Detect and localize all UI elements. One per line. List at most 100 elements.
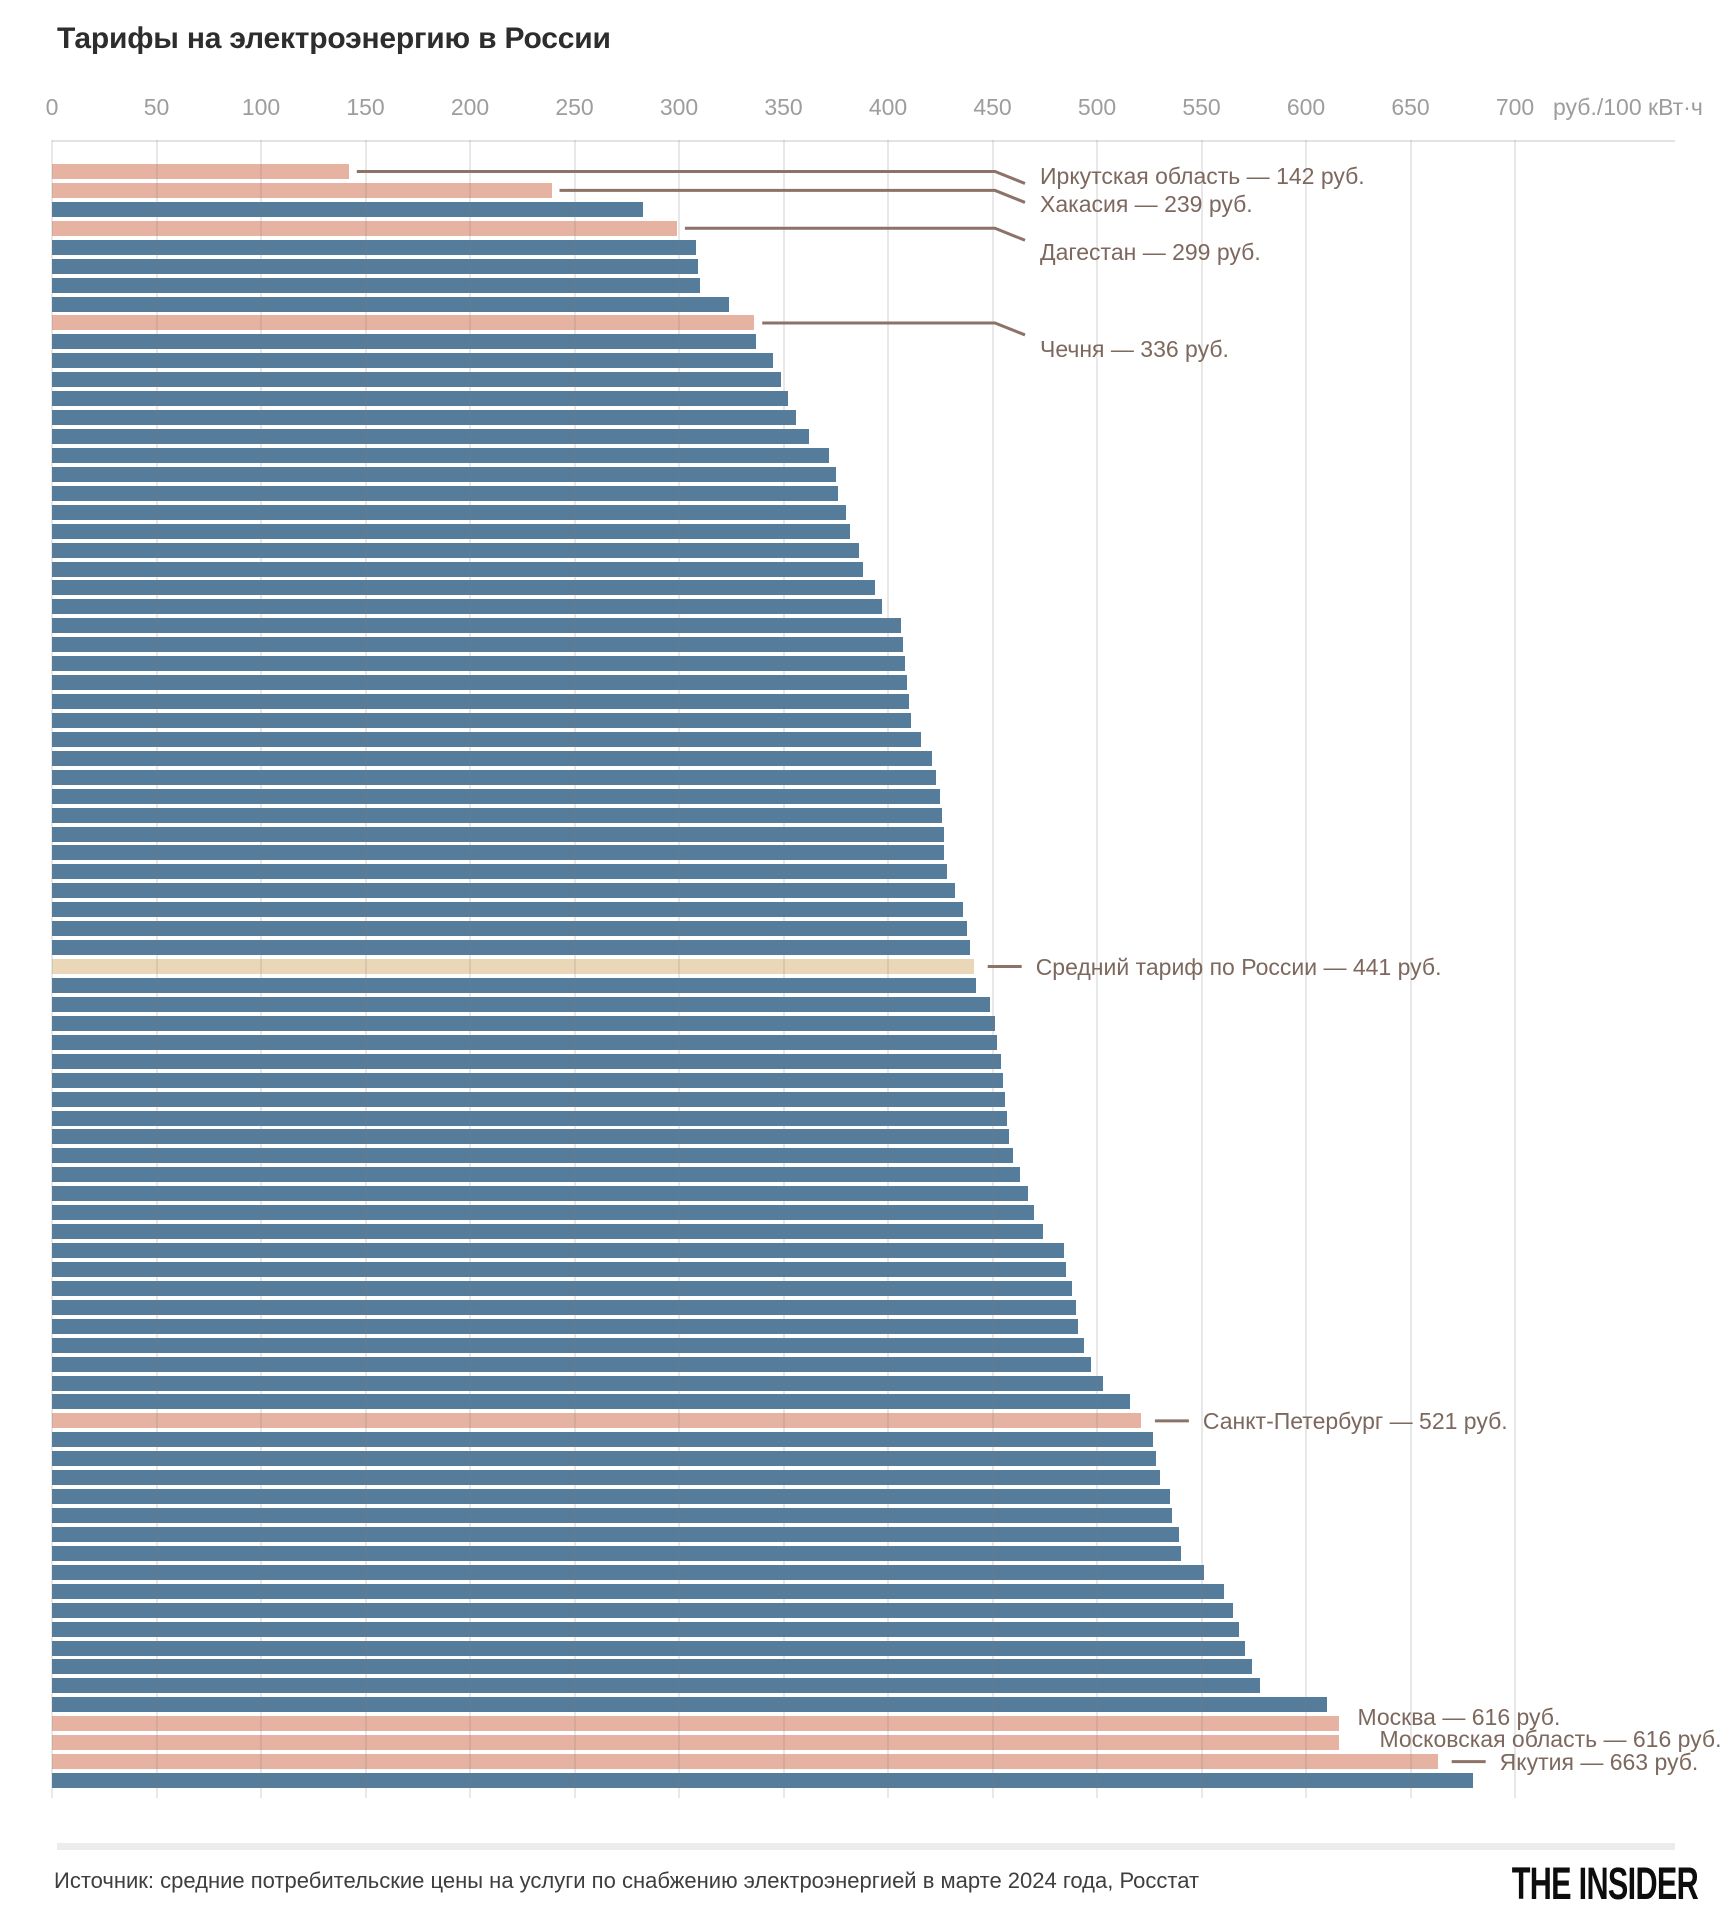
x-axis-tick-0: 0 (45, 94, 59, 120)
bar-region (52, 1564, 1204, 1580)
x-axis-tick-350: 350 (764, 94, 803, 120)
bar-region (52, 542, 859, 558)
bar-region (52, 599, 882, 615)
bar-region (52, 580, 876, 596)
gridline-200 (469, 140, 471, 1798)
x-axis-tick-150: 150 (346, 94, 385, 120)
leader-line-0 (356, 170, 1026, 185)
x-axis-tick-300: 300 (659, 94, 699, 120)
bar-region (52, 883, 955, 899)
bar-region (52, 1432, 1154, 1448)
bar-region (52, 1015, 995, 1031)
bar-region (52, 712, 911, 728)
bar-дагестан (52, 220, 677, 236)
bar-region (52, 731, 922, 747)
bar-region (52, 996, 991, 1012)
bar-region (52, 1640, 1246, 1656)
bar-region (52, 845, 945, 861)
x-axis-tick-50: 50 (143, 94, 170, 120)
bar-region (52, 561, 863, 577)
bar-region (52, 1470, 1160, 1486)
annotation-хакасия: Хакасия — 239 руб. (1040, 191, 1253, 218)
bar-region (52, 769, 937, 785)
annotation-средний-тариф-по-россии: Средний тариф по России — 441 руб. (1035, 953, 1442, 980)
page-title: Тарифы на электроэнергию в России (57, 22, 611, 55)
gridline-250 (573, 140, 576, 1798)
bar-region (52, 447, 830, 463)
bar-region (52, 353, 774, 369)
annotation-якутия: Якутия — 663 руб. (1499, 1748, 1699, 1775)
gridline-300 (678, 140, 680, 1798)
footer-divider (57, 1843, 1675, 1850)
x-axis-tick-100: 100 (241, 94, 281, 120)
bar-region (52, 1053, 1001, 1069)
bar-region (52, 1243, 1064, 1258)
bar-region (52, 1526, 1179, 1542)
x-axis-tick-500: 500 (1077, 94, 1117, 120)
bar-region (52, 675, 907, 691)
axis-unit-label: руб./100 кВт·ч (1553, 94, 1703, 120)
bar-region (52, 1110, 1008, 1126)
bar-region (52, 391, 788, 407)
bar-region (52, 1186, 1029, 1202)
bar-region (52, 1148, 1014, 1164)
axis-line (52, 140, 1675, 142)
bar-якутия (52, 1754, 1438, 1770)
bar-region (52, 258, 698, 274)
bar-region (52, 1205, 1035, 1221)
annotation-московская-область: Московская область — 616 руб. (1379, 1725, 1722, 1752)
bar-region (52, 1167, 1020, 1183)
bar-region (52, 977, 976, 993)
bar-region (52, 902, 964, 918)
bar-region (52, 637, 903, 653)
bar-region (52, 239, 696, 255)
gridline-150 (364, 140, 367, 1798)
bar-чечня (52, 315, 755, 331)
bar-region (52, 504, 847, 520)
bar-region (52, 1375, 1104, 1391)
annotation-дагестан: Дагестан — 299 руб. (1040, 239, 1261, 266)
bar-region (52, 429, 809, 445)
bar-region (52, 1224, 1043, 1240)
bar-region (52, 277, 700, 293)
x-axis-tick-600: 600 (1286, 94, 1326, 120)
bar-region (52, 1659, 1252, 1675)
bar-region (52, 1697, 1327, 1713)
annotation-иркутская-область: Иркутская область — 142 руб. (1040, 162, 1365, 189)
bar-region (52, 1583, 1225, 1599)
gridline-350 (782, 140, 785, 1798)
gridline-650 (1409, 140, 1412, 1798)
gridline-450 (991, 140, 994, 1798)
bar-region (52, 1508, 1173, 1524)
bar-region (52, 864, 947, 880)
bar-region (52, 372, 782, 388)
gridline-50 (155, 140, 158, 1798)
bar-region (52, 807, 943, 823)
x-axis-tick-700: 700 (1495, 94, 1535, 120)
bar-москва (52, 1716, 1340, 1732)
gridline-100 (260, 140, 262, 1798)
x-axis-tick-550: 550 (1182, 94, 1221, 120)
annotation-чечня: Чечня — 336 руб. (1040, 335, 1229, 362)
bar-region (52, 1129, 1010, 1145)
bar-иркутская-область (52, 164, 349, 179)
bar-region (52, 1091, 1006, 1107)
bar-region (52, 1489, 1171, 1505)
bar-region (52, 1072, 1003, 1088)
bar-московская-область (52, 1735, 1340, 1751)
leader-line-8 (762, 321, 1026, 337)
bar-region (52, 1394, 1131, 1410)
annotation-москва: Москва — 616 руб. (1357, 1703, 1561, 1730)
bar-region (52, 1337, 1085, 1353)
footer-source: Источник: средние потребительские цены н… (54, 1868, 1200, 1893)
gridline-700 (1514, 140, 1516, 1798)
bar-region (52, 788, 941, 804)
x-axis-tick-650: 650 (1391, 94, 1430, 120)
leader-line-3 (684, 226, 1026, 242)
bar-region (52, 1261, 1066, 1277)
bar-region (52, 523, 851, 539)
bar-region (52, 1545, 1181, 1561)
bar-санкт-петербург (52, 1413, 1141, 1429)
gridline-400 (887, 140, 889, 1798)
